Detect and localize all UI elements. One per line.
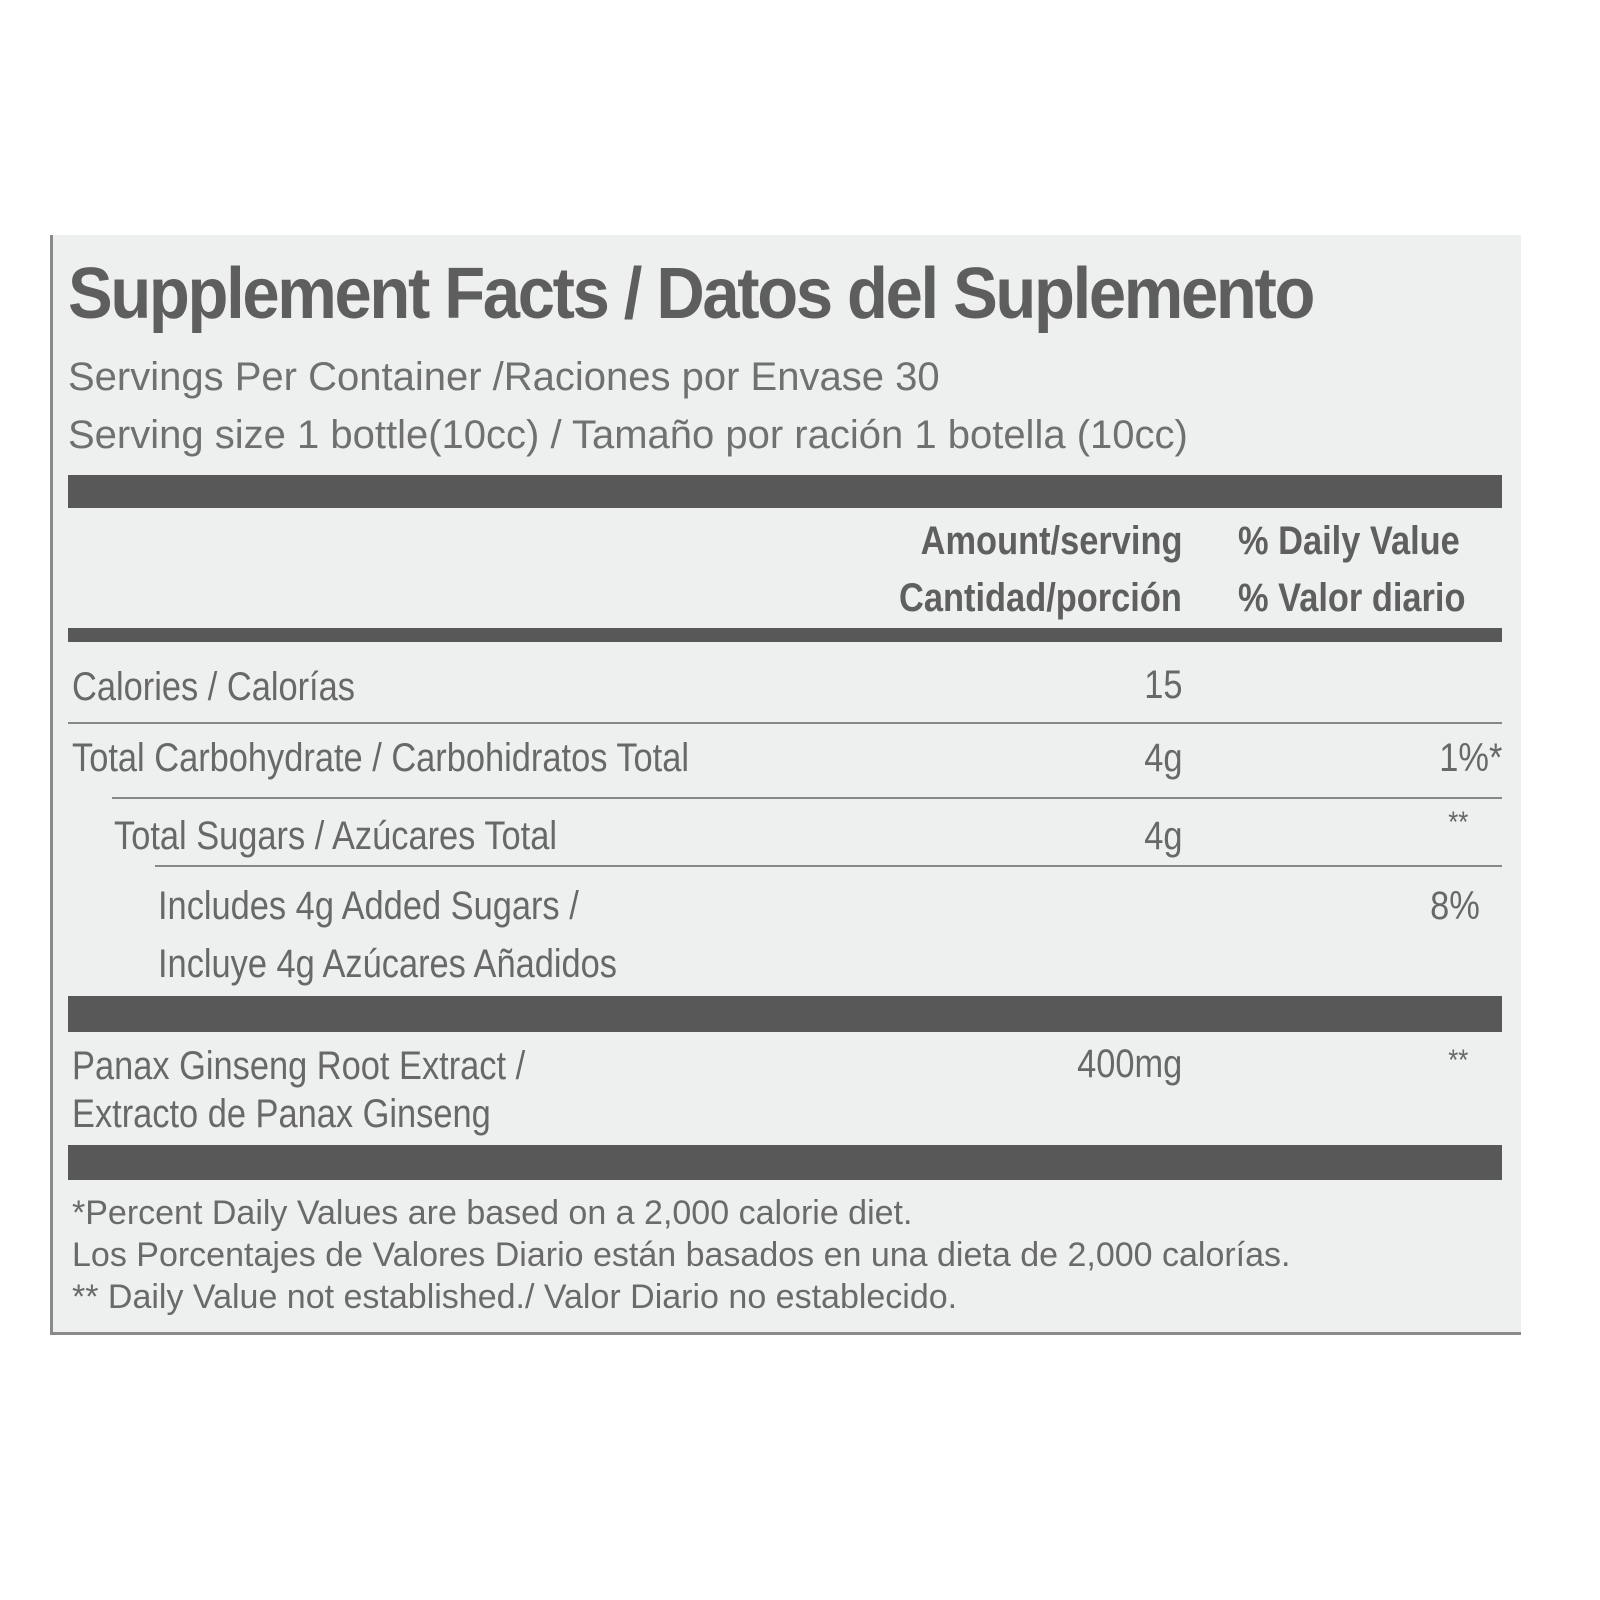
label-title: Supplement Facts / Datos del Suplemento xyxy=(68,254,1315,334)
added-sugars-label-es: Incluye 4g Azúcares Añadidos xyxy=(158,942,617,986)
ginseng-label: Panax Ginseng Root Extract / xyxy=(72,1044,526,1088)
amount-header-en: Amount/serving xyxy=(920,519,1182,563)
footnote-1: *Percent Daily Values are based on a 2,0… xyxy=(72,1194,913,1232)
ginseng-amount: 400mg xyxy=(1076,1042,1182,1086)
divider-line xyxy=(112,797,1502,799)
added-sugars-label: Includes 4g Added Sugars / xyxy=(158,884,579,928)
calories-amount: 15 xyxy=(1143,663,1182,707)
ginseng-dv: ** xyxy=(1447,1044,1468,1077)
footnote-2: Los Porcentajes de Valores Diario están … xyxy=(72,1236,1291,1274)
divider-line xyxy=(68,722,1502,724)
dv-header-es: % Valor diario xyxy=(1238,576,1466,620)
sugars-amount: 4g xyxy=(1143,814,1182,858)
sugars-label: Total Sugars / Azúcares Total xyxy=(114,814,557,858)
amount-header-es: Cantidad/porción xyxy=(899,576,1182,620)
servings-per-container: Servings Per Container /Raciones por Env… xyxy=(68,355,940,399)
serving-size: Serving size 1 bottle(10cc) / Tamaño por… xyxy=(68,413,1188,457)
ginseng-label-es: Extracto de Panax Ginseng xyxy=(72,1092,491,1136)
divider-line xyxy=(155,865,1502,867)
sugars-dv: ** xyxy=(1447,806,1468,839)
divider-bar xyxy=(68,996,1502,1032)
dv-header-en: % Daily Value xyxy=(1238,519,1460,563)
footnote-3: ** Daily Value not established./ Valor D… xyxy=(72,1278,958,1316)
calories-label: Calories / Calorías xyxy=(72,665,355,709)
divider-bar xyxy=(68,1145,1502,1180)
added-sugars-dv: 8% xyxy=(1430,884,1480,928)
carbohydrate-label: Total Carbohydrate / Carbohidratos Total xyxy=(72,736,690,780)
carbohydrate-amount: 4g xyxy=(1143,736,1182,780)
divider-bar xyxy=(68,628,1502,642)
carbohydrate-dv: 1%* xyxy=(1438,736,1502,780)
divider-bar xyxy=(68,475,1502,508)
